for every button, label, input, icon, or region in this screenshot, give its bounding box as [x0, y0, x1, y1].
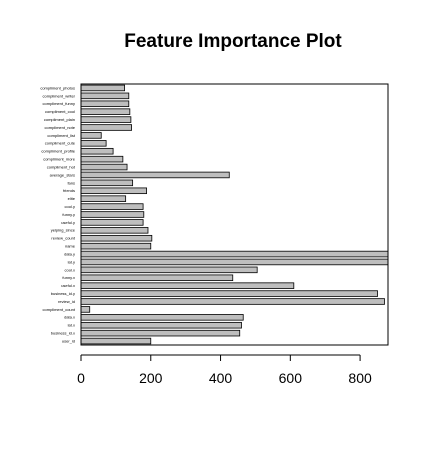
- x-tick-label: 800: [348, 370, 372, 386]
- bar-name: [80, 242, 152, 250]
- y-tick-label: compliment_more: [43, 157, 76, 162]
- bar-friends: [80, 187, 147, 195]
- y-tick-label: lat.y: [68, 259, 75, 264]
- bar-compliment-list: [80, 132, 102, 139]
- y-tick-label: yelping_since: [51, 228, 76, 233]
- bar-compliment-plain: [80, 116, 132, 123]
- bar-elite: [80, 195, 127, 202]
- bar-user-id: [80, 337, 152, 345]
- y-tick-label: useful.x: [61, 283, 75, 288]
- y-tick-label: compliment_cool: [45, 109, 75, 114]
- bar-review-count: [80, 234, 153, 242]
- chart-title: Feature Importance Plot: [124, 31, 342, 52]
- bar-business-id-x: [80, 329, 241, 337]
- y-tick-labels: user_id business_id.x lat.x data.x complimen…: [40, 85, 76, 343]
- bar-review-id: [80, 298, 385, 305]
- y-tick-label: data.x: [64, 315, 75, 320]
- bar-compliment-funny: [80, 100, 130, 108]
- x-tick-label: 200: [139, 370, 163, 386]
- bar-funny-y: [80, 211, 145, 218]
- y-tick-label: cool.x: [65, 267, 75, 272]
- x-axis: 0 200 400 600 800: [77, 354, 372, 386]
- y-tick-label: compliment_funny: [43, 101, 75, 106]
- bar-useful-y: [80, 219, 144, 226]
- y-tick-label: friends: [63, 188, 75, 193]
- y-tick-label: average_stars: [50, 172, 75, 177]
- bar-lat-x: [80, 321, 242, 329]
- bar-compliment-hot: [80, 163, 128, 171]
- y-tick-label: business_id.y: [51, 291, 75, 296]
- y-tick-label: compliment_cute: [45, 141, 76, 146]
- plot-frame: [80, 83, 389, 346]
- bar-data-x: [80, 314, 244, 321]
- bar-compliment-writer: [80, 92, 130, 100]
- bar-business-id-y: [80, 290, 378, 297]
- y-tick-label: compliment_hot: [47, 164, 76, 169]
- bars-layer: [80, 84, 389, 345]
- bar-average-stars: [80, 171, 230, 179]
- y-tick-label: data.y: [64, 251, 75, 256]
- bar-fans: [80, 179, 134, 187]
- x-tick-label: 600: [279, 370, 303, 386]
- y-tick-label: lat.x: [68, 323, 75, 328]
- bar-compliment-more: [80, 155, 124, 163]
- y-tick-label: funny.x: [62, 275, 75, 280]
- bar-cool-y: [80, 203, 144, 210]
- bar-lat-y: [80, 258, 389, 266]
- y-tick-label: review_id: [58, 299, 75, 304]
- y-tick-label: compliment_photos: [40, 85, 75, 90]
- y-tick-label: business_id.x: [51, 331, 75, 336]
- y-tick-label: compliment_list: [47, 133, 75, 138]
- y-tick-label: useful.y: [61, 220, 75, 225]
- y-tick-label: compliment_count: [43, 307, 76, 312]
- y-tick-label: compliment_plain: [44, 117, 75, 122]
- bar-compliment-cute: [80, 140, 107, 147]
- bar-compliment-count: [80, 306, 91, 313]
- bar-compliment-cool: [80, 108, 131, 115]
- y-tick-label: compliment_profile: [41, 149, 75, 154]
- y-tick-label: user_id: [62, 338, 75, 343]
- bar-useful-x: [80, 282, 295, 289]
- y-tick-label: elite: [68, 196, 76, 201]
- bar-data-y: [80, 250, 389, 258]
- y-tick-label: cool.y: [65, 204, 75, 209]
- x-tick-label: 400: [209, 370, 233, 386]
- bar-cool-x: [80, 266, 258, 274]
- y-tick-label: compliment_note: [45, 125, 76, 130]
- y-tick-label: review_count: [51, 236, 75, 241]
- bar-funny-x: [80, 274, 234, 282]
- y-tick-label: fans: [67, 180, 75, 185]
- bar-compliment-photos: [80, 84, 126, 92]
- y-tick-label: name: [65, 244, 76, 249]
- x-tick-label: 0: [77, 370, 85, 386]
- bar-yelping-since: [80, 227, 149, 234]
- bar-compliment-note: [80, 124, 132, 131]
- y-tick-label: funny.y: [62, 212, 75, 217]
- y-tick-label: compliment_writer: [43, 93, 76, 98]
- bar-compliment-profile: [80, 147, 114, 155]
